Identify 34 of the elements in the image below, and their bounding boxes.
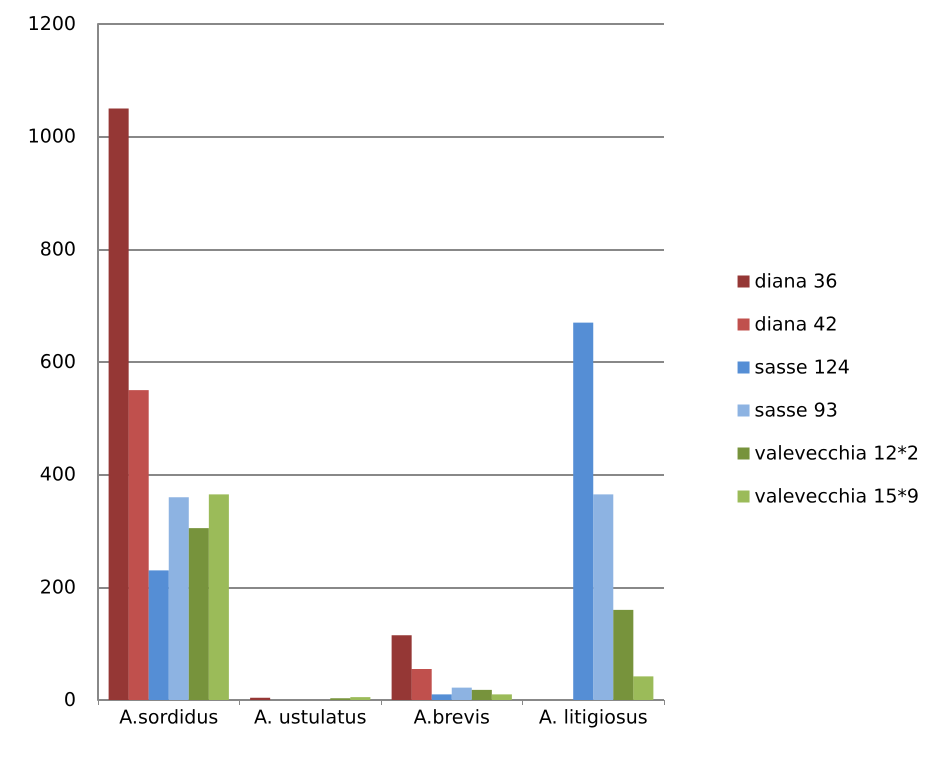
legend-label: sasse 93 — [754, 400, 838, 422]
bar — [613, 610, 634, 700]
legend-label: valevecchia 15*9 — [754, 486, 920, 508]
y-tick-label: 600 — [40, 351, 76, 373]
bar — [633, 676, 654, 700]
bar — [573, 322, 594, 700]
y-tick-label: 1000 — [28, 126, 76, 148]
bar — [452, 688, 472, 700]
bar — [412, 669, 432, 700]
bar — [350, 697, 370, 700]
bar — [148, 570, 169, 700]
bar — [168, 497, 189, 700]
bar — [472, 690, 492, 700]
bar — [392, 635, 412, 700]
bar — [108, 108, 129, 700]
legend-label: sasse 124 — [754, 356, 850, 378]
legend-label: valevecchia 12*2 — [754, 442, 920, 464]
y-tick-label: 400 — [40, 464, 76, 486]
bar — [208, 494, 229, 700]
x-tick-label: A.brevis — [414, 706, 490, 728]
x-tick-label: A. ustulatus — [254, 706, 366, 728]
bar — [188, 528, 209, 700]
x-tick-label: A. litigiosus — [538, 706, 648, 728]
legend-label: diana 42 — [754, 314, 838, 336]
bar — [492, 694, 512, 700]
x-tick-label: A.sordidus — [119, 706, 218, 728]
bar — [128, 390, 149, 700]
bar — [432, 694, 452, 700]
y-tick-label: 200 — [40, 576, 76, 598]
y-tick-label: 1200 — [28, 13, 76, 35]
bar — [593, 494, 614, 700]
legend-label: diana 36 — [754, 270, 838, 292]
y-tick-label: 800 — [40, 238, 76, 260]
y-tick-label: 0 — [64, 689, 76, 711]
